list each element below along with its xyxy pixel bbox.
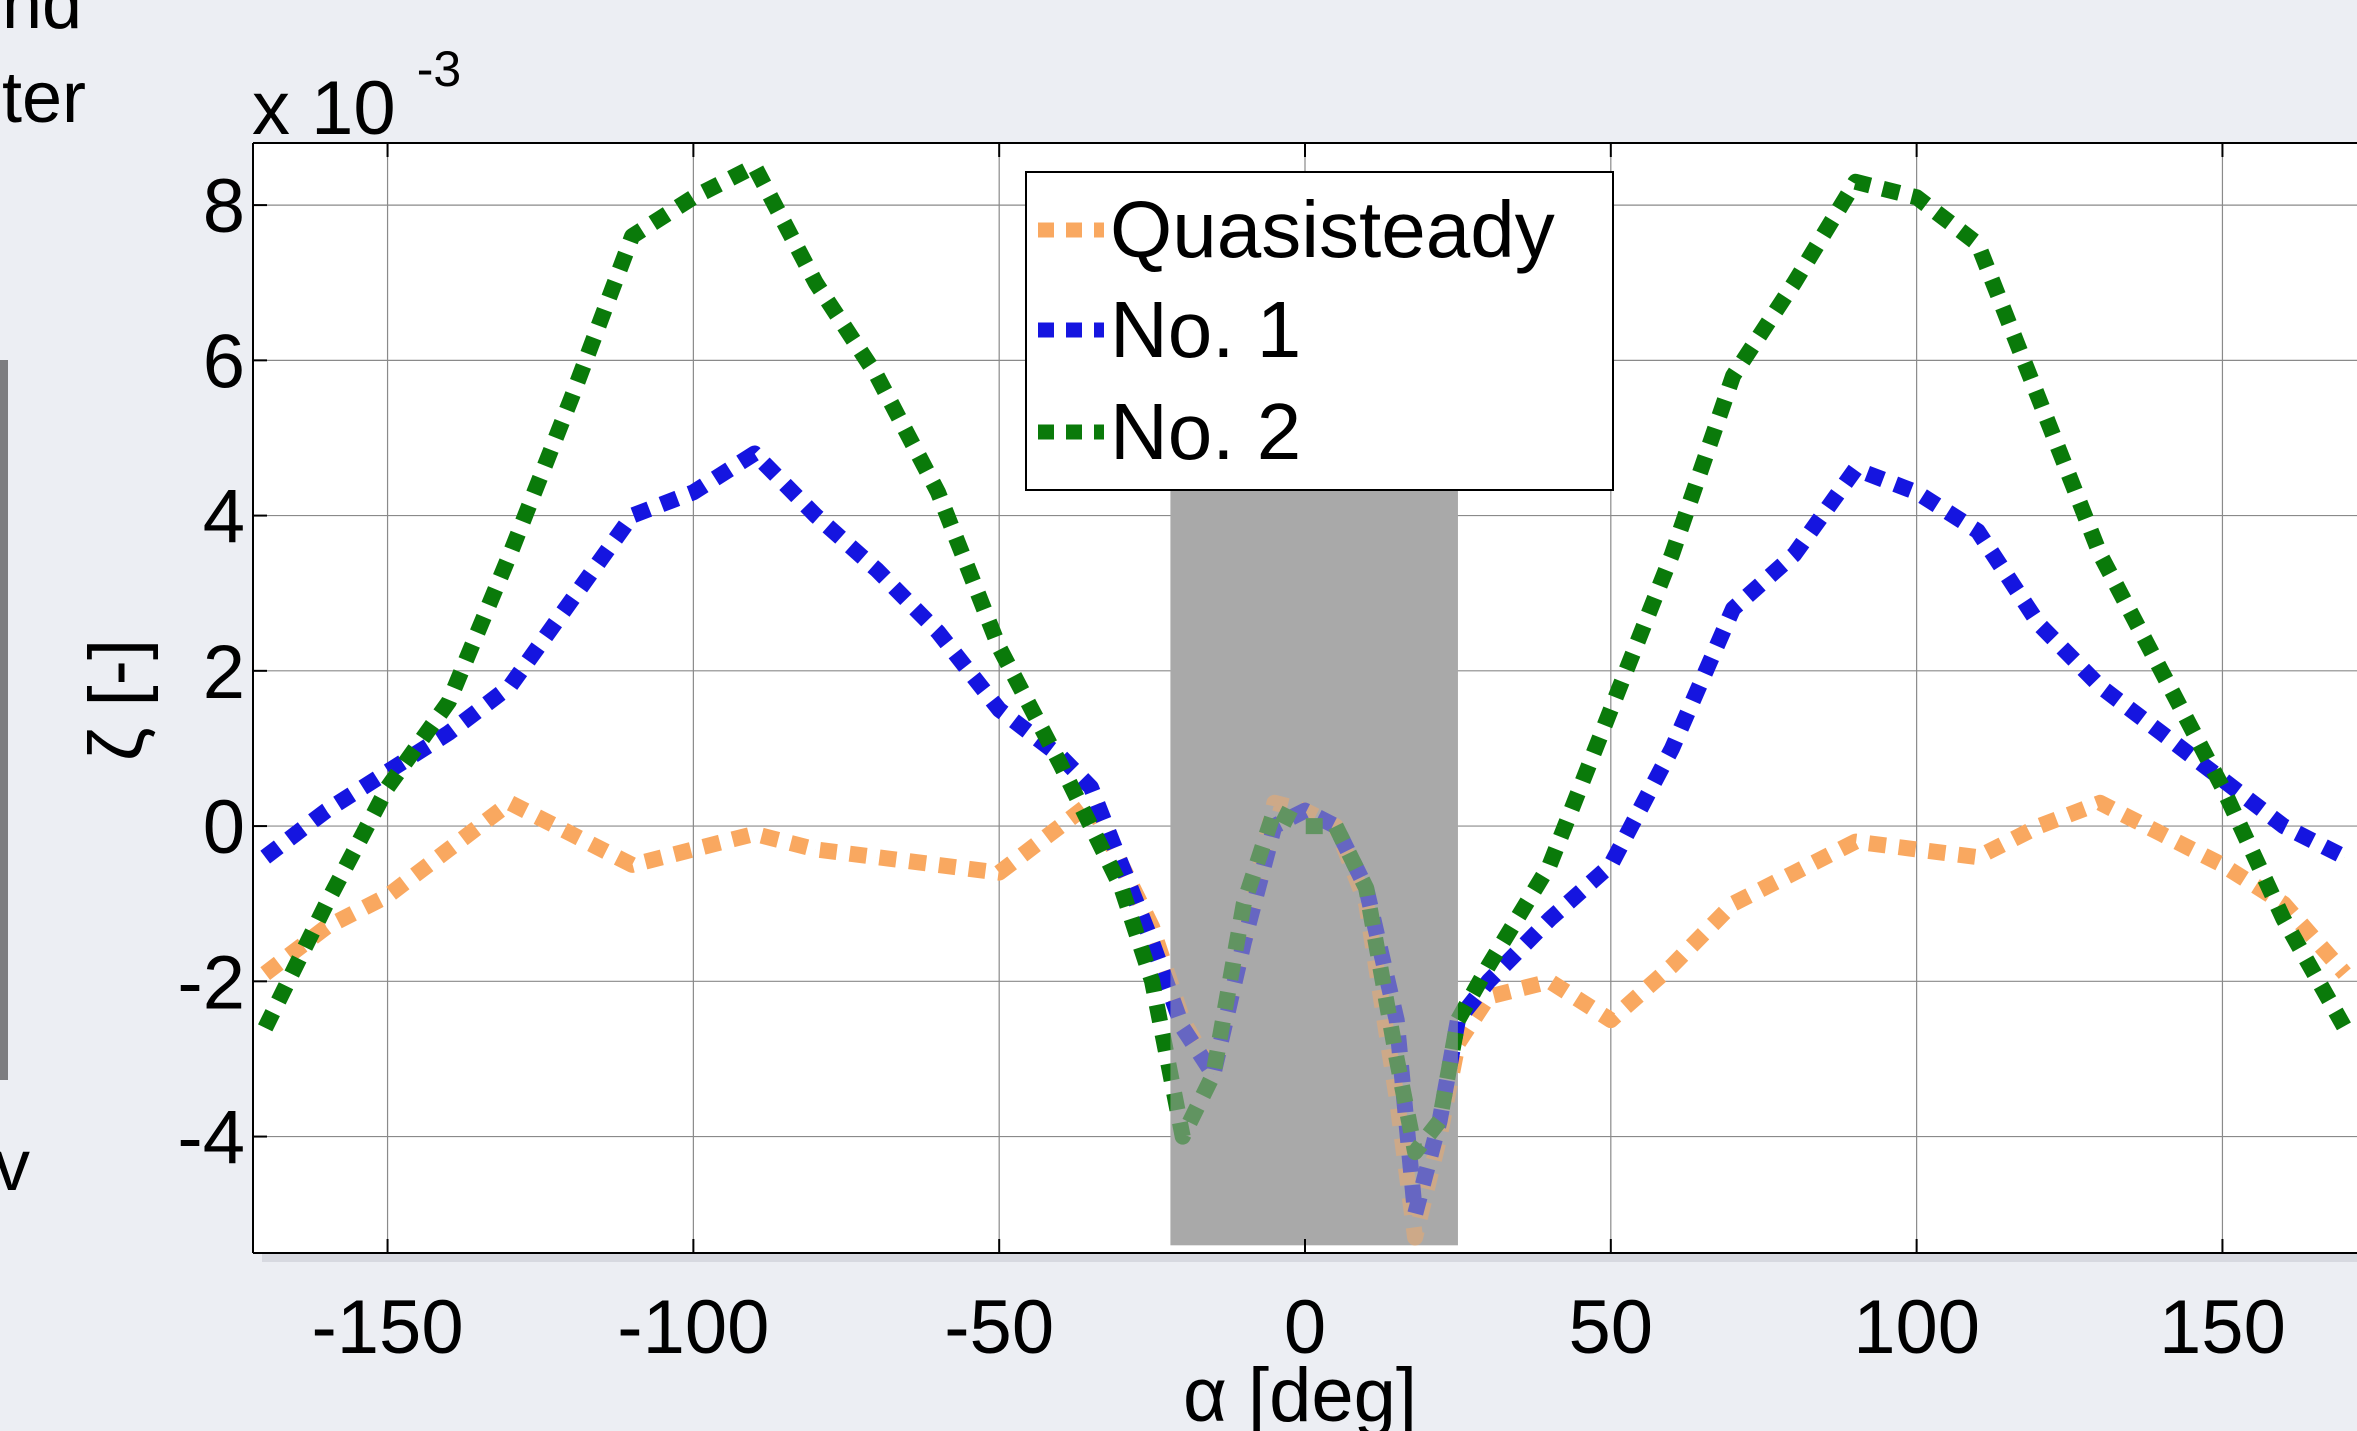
- fragment-text-top-1: nd: [2, 0, 82, 44]
- legend-item-quasisteady: Quasisteady: [1038, 185, 1555, 274]
- y-tick-label: 4: [203, 475, 245, 560]
- y-multiplier-base: x 10: [252, 66, 396, 151]
- y-multiplier-exponent: -3: [417, 41, 461, 97]
- x-tick-label: 50: [1569, 1285, 1654, 1370]
- legend: Quasisteady No. 1 No. 2: [1026, 172, 1613, 490]
- y-tick-label: -2: [177, 940, 245, 1025]
- fragment-panel-edge: [0, 360, 8, 1080]
- x-tick-label: 100: [1853, 1285, 1980, 1370]
- x-tick-label: -50: [944, 1285, 1054, 1370]
- x-tick-label: 150: [2159, 1285, 2286, 1370]
- legend-label-no1: No. 1: [1110, 285, 1301, 374]
- y-tick-label: 2: [203, 630, 245, 715]
- page-fragments: nd ter v: [0, 0, 86, 1206]
- legend-label-no2: No. 2: [1110, 387, 1301, 476]
- fragment-text-bottom: v: [0, 1126, 30, 1206]
- legend-label-quasisteady: Quasisteady: [1110, 185, 1555, 274]
- x-axis-label: α [deg]: [1183, 1353, 1417, 1431]
- y-tick-label: -4: [177, 1096, 245, 1181]
- fragment-text-top-2: ter: [2, 58, 86, 138]
- y-axis-label: ζ [-]: [74, 639, 159, 761]
- y-multiplier: x 10 -3: [252, 41, 461, 151]
- x-tick-label: -100: [617, 1285, 769, 1370]
- y-tick-label: 0: [203, 785, 245, 870]
- y-tick-label: 8: [203, 164, 245, 249]
- shaded-region-overlay: [1170, 485, 1457, 1246]
- y-tick-label: 6: [203, 319, 245, 404]
- x-tick-label: -150: [311, 1285, 463, 1370]
